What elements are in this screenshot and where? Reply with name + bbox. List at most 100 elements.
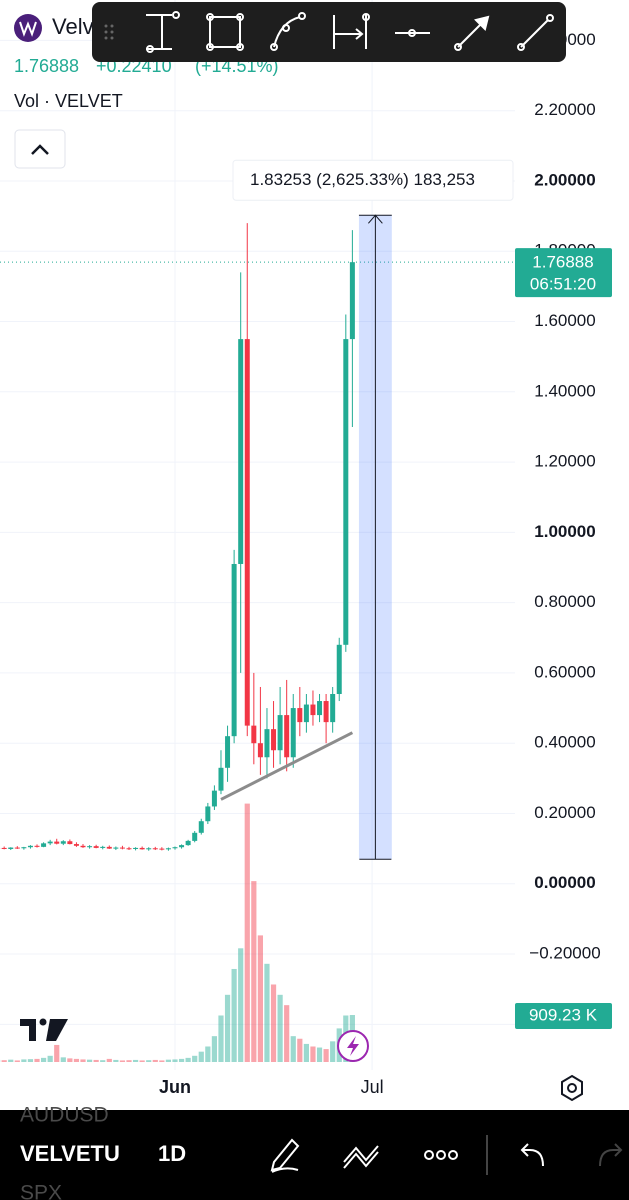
tradingview-logo xyxy=(20,1018,68,1041)
current-symbol[interactable]: VELVETU xyxy=(20,1141,120,1166)
volume-bar xyxy=(192,1055,198,1062)
volume-bar xyxy=(172,1059,178,1062)
volume-bar xyxy=(303,1043,309,1062)
collapse-icon xyxy=(31,144,49,155)
price-tag-label: 1.76888 xyxy=(532,253,593,272)
volume-bar xyxy=(205,1046,211,1062)
volume-bar xyxy=(126,1060,132,1062)
candle-body xyxy=(179,845,185,848)
volume-bar xyxy=(54,1044,60,1062)
volume-bar xyxy=(67,1058,73,1062)
settings-button[interactable] xyxy=(561,1074,583,1102)
volume-bar xyxy=(323,1049,329,1062)
candle-body xyxy=(198,821,204,833)
volume-bar xyxy=(178,1058,185,1062)
candle-body xyxy=(93,846,99,848)
volume-bar xyxy=(27,1059,34,1062)
volume-bar xyxy=(290,1036,296,1062)
volume-indicator-label[interactable]: Vol · VELVET xyxy=(14,91,123,111)
drawing-tools-button[interactable] xyxy=(343,1145,379,1169)
drawing-toolbar xyxy=(92,2,566,62)
candle-body xyxy=(113,847,119,849)
drag-handle[interactable] xyxy=(104,24,114,40)
y-tick-label: 1.20000 xyxy=(534,452,595,471)
volume-bar xyxy=(165,1059,172,1062)
y-tick-label: 1.00000 xyxy=(534,522,595,541)
candle-body xyxy=(225,736,231,768)
volume-bar xyxy=(316,1047,323,1062)
interval-button[interactable]: 1D xyxy=(158,1141,186,1166)
rectangle-tool[interactable] xyxy=(206,13,244,51)
y-tick-label: 0.20000 xyxy=(534,803,595,822)
volume-bar xyxy=(14,1060,20,1062)
candle-body xyxy=(238,339,244,564)
candle-body xyxy=(317,701,323,716)
candle-body xyxy=(323,701,329,723)
candle-body xyxy=(310,704,316,716)
price-range-tool[interactable] xyxy=(146,11,180,53)
volume-bar xyxy=(270,984,277,1062)
volume-bar xyxy=(93,1059,99,1062)
candle-body xyxy=(297,708,303,723)
redo-button[interactable] xyxy=(599,1143,623,1167)
volume-bar xyxy=(40,1057,47,1062)
candle-body xyxy=(343,339,349,645)
candle-body xyxy=(67,841,73,845)
candle-body xyxy=(34,845,40,847)
logo-mark xyxy=(19,21,37,37)
volume-bar xyxy=(224,994,231,1062)
y-tick-label: 0.80000 xyxy=(534,592,595,611)
volume-bar xyxy=(86,1059,93,1062)
candle-body xyxy=(284,715,290,758)
volume-bar xyxy=(330,1041,336,1062)
volume-bar xyxy=(277,994,283,1062)
date-range-tool[interactable] xyxy=(333,13,370,49)
candle-body xyxy=(277,715,283,751)
volume-bar xyxy=(257,935,263,1062)
volume-bar xyxy=(297,1038,303,1062)
candle-body xyxy=(251,725,257,744)
x-tick-label: Jun xyxy=(159,1077,191,1097)
volume-bar xyxy=(34,1058,40,1062)
bolt-icon xyxy=(347,1036,359,1056)
price-tag xyxy=(515,248,612,298)
previous-symbol[interactable]: AUDUSD xyxy=(20,1104,109,1127)
x-tick-label: Jul xyxy=(361,1077,384,1097)
volume-bar xyxy=(211,1036,218,1062)
collapse-button[interactable] xyxy=(14,129,66,169)
bottom-bar-background xyxy=(0,1110,629,1200)
volume-bar xyxy=(21,1059,27,1062)
symbol-logo xyxy=(14,14,42,42)
arrow-tool[interactable] xyxy=(454,15,490,51)
candle-body xyxy=(100,846,106,848)
volume-bar xyxy=(60,1057,66,1062)
candle-body xyxy=(336,644,342,695)
y-tick-label: 0.00000 xyxy=(534,873,595,892)
measure-label: 1.83253 (2,625.33%) 183,253 xyxy=(250,170,475,189)
volume-bar xyxy=(244,803,250,1062)
volume-bar xyxy=(146,1060,152,1062)
trend-line-tool[interactable] xyxy=(517,14,554,51)
volume-bar xyxy=(119,1060,126,1062)
candle-body xyxy=(244,339,250,726)
volume-bar xyxy=(100,1060,106,1062)
y-tick-label: −0.20000 xyxy=(529,944,600,963)
path-tool[interactable] xyxy=(270,12,306,51)
volume-bar xyxy=(231,968,237,1062)
undo-button[interactable] xyxy=(520,1143,544,1167)
candle-body xyxy=(41,843,47,847)
draw-button[interactable] xyxy=(270,1138,300,1173)
next-symbol[interactable]: SPX xyxy=(20,1182,62,1200)
trend-line xyxy=(220,731,354,801)
candle-body xyxy=(192,832,198,841)
volume-bar xyxy=(47,1055,53,1062)
volume-tag-label: 909.23 K xyxy=(529,1005,598,1024)
y-tick-label: 1.60000 xyxy=(534,311,595,330)
volume-bar xyxy=(185,1057,191,1062)
volume-bar xyxy=(152,1059,158,1062)
more-button[interactable] xyxy=(424,1150,458,1160)
candle-body xyxy=(119,847,125,849)
horizontal-ray-tool[interactable] xyxy=(395,29,430,37)
